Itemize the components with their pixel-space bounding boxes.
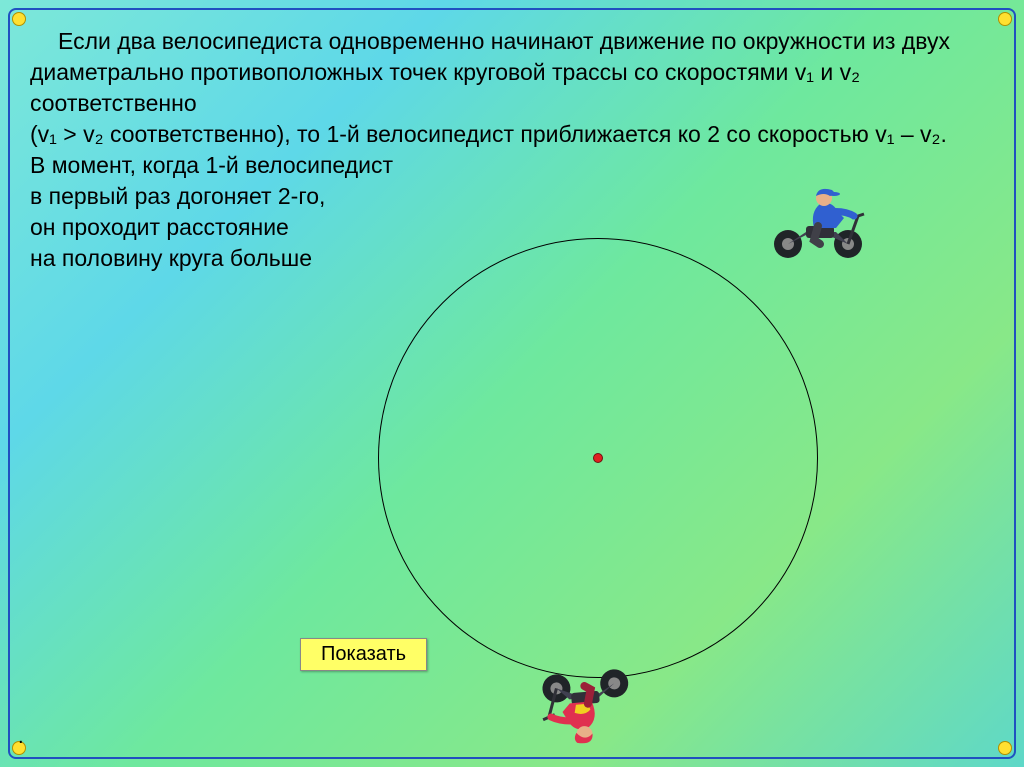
track-diagram: [378, 238, 818, 678]
text-line: (v₁ > v₂ соответственно), то 1-й велосип…: [30, 119, 994, 150]
text-line: Если два велосипедиста одновременно начи…: [30, 26, 994, 119]
corner-dot: [12, 12, 26, 26]
text-line: В момент, когда 1-й велосипедист: [30, 150, 994, 181]
rider-top-icon: [766, 182, 876, 262]
corner-dot: [998, 741, 1012, 755]
footer-dot: .: [18, 726, 24, 749]
center-point: [593, 453, 603, 463]
corner-dot: [998, 12, 1012, 26]
rider-bottom-icon: [530, 660, 640, 750]
show-button[interactable]: Показать: [300, 638, 427, 671]
